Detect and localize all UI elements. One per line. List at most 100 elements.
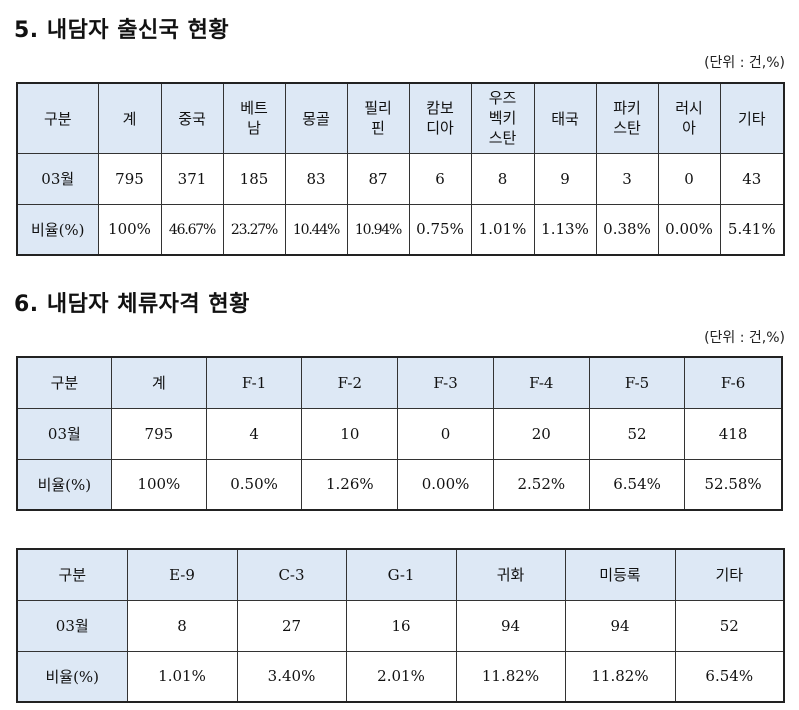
row-label-cell: 비율(%) xyxy=(16,203,99,256)
row-label-cell: 구분 xyxy=(16,356,112,409)
cell-text: 베트 xyxy=(240,99,268,118)
cell-text: 0.00% xyxy=(665,220,713,239)
cell-text: 미등록 xyxy=(599,566,641,585)
visa-status-table: 구분 계 F-1 F-2 F-3 F-4 F-5 F-6 03월 795 4 10 0 20 52 418 … xyxy=(16,356,783,511)
cell-text: 23.27% xyxy=(230,222,278,239)
table-cell: 20 xyxy=(492,407,590,460)
table-cell: C-3 xyxy=(236,548,347,601)
cell-text: 파키 xyxy=(613,99,641,118)
cell-text: 5.41% xyxy=(727,220,776,239)
table-cell: 16 xyxy=(345,599,457,652)
cell-text: 6.54% xyxy=(705,667,754,686)
cell-text: 10.44% xyxy=(292,222,340,239)
table-cell: 0.00% xyxy=(397,458,494,511)
table-cell: 0.00% xyxy=(657,203,721,256)
cell-text: 벡키 xyxy=(488,109,517,128)
cell-text: 구분 xyxy=(58,566,87,585)
table-cell: F-3 xyxy=(397,356,494,409)
table-cell: 0 xyxy=(657,152,721,205)
row-label-cell: 구분 xyxy=(16,82,99,154)
table-cell: 11.82% xyxy=(455,650,566,703)
cell-text: 필리 xyxy=(364,99,392,118)
table-cell: 10.44% xyxy=(284,203,348,256)
table-cell: G-1 xyxy=(345,548,457,601)
table-cell: 10.94% xyxy=(346,203,410,256)
cell-text: 핀 xyxy=(371,119,385,138)
cell-text: 9 xyxy=(560,169,570,188)
table-cell: 6 xyxy=(408,152,472,205)
cell-text: 1.01% xyxy=(158,667,206,686)
table-cell: F-5 xyxy=(588,356,686,409)
table-cell: E-9 xyxy=(126,548,238,601)
cell-text: 27 xyxy=(281,616,302,635)
unit-label: (단위 : 건,%) xyxy=(704,55,785,71)
cell-text: 03월 xyxy=(55,617,89,635)
table-cell: 러시 아 xyxy=(657,82,721,154)
cell-text: 52 xyxy=(719,616,739,635)
cell-text: 6.54% xyxy=(613,475,661,494)
cell-text: 0 xyxy=(684,169,694,188)
cell-text: G-1 xyxy=(387,565,415,584)
table-cell: 94 xyxy=(455,599,566,652)
table-cell: 5.41% xyxy=(719,203,785,256)
table-cell: 몽골 xyxy=(284,82,348,154)
table-cell: 100% xyxy=(97,203,162,256)
table-cell: F-4 xyxy=(492,356,590,409)
cell-text: 계 xyxy=(122,109,137,128)
cell-text: 2.52% xyxy=(517,475,566,494)
cell-text: 83 xyxy=(306,169,326,188)
cell-text: F-3 xyxy=(433,373,458,392)
row-label-cell: 구분 xyxy=(16,548,128,601)
table-cell: 1.01% xyxy=(126,650,238,703)
table-cell: 기타 xyxy=(674,548,785,601)
country-table: 구분 계 중국 베트 남 몽골 필리 핀 캄보 디아 우즈 벡키 스탄 태국 파키 스탄 러시 아 기타 03월 79… xyxy=(16,82,785,256)
table-row: 비율(%) 100% 46.67% 23.27% 10.44% 10.94% 0.75% 1.… xyxy=(16,203,785,256)
table-cell: F-6 xyxy=(684,356,783,409)
table-cell: 43 xyxy=(719,152,785,205)
table-cell: 795 xyxy=(110,407,207,460)
cell-text: 20 xyxy=(531,424,551,443)
cell-text: 100% xyxy=(137,475,181,494)
table-row: 03월 8 27 16 94 94 52 xyxy=(16,599,785,652)
table-cell: 0 xyxy=(397,407,494,460)
cell-text: 4 xyxy=(249,424,259,443)
table-row: 비율(%) 1.01% 3.40% 2.01% 11.82% 11.82% 6.54% xyxy=(16,650,785,703)
table-cell: 계 xyxy=(97,82,162,154)
cell-text: 371 xyxy=(177,169,207,188)
row-label-cell: 03월 xyxy=(16,407,112,460)
table-cell: 418 xyxy=(684,407,783,460)
table-cell: 8 xyxy=(470,152,535,205)
table-cell: 10 xyxy=(301,407,399,460)
cell-text: 3 xyxy=(622,169,632,188)
table-cell: 0.50% xyxy=(205,458,303,511)
cell-text: 몽골 xyxy=(302,109,330,128)
table-cell: 52 xyxy=(674,599,785,652)
table-cell: 371 xyxy=(160,152,224,205)
table-cell: 83 xyxy=(284,152,348,205)
cell-text: 10 xyxy=(340,424,360,443)
cell-text: F-5 xyxy=(624,373,650,392)
table-cell: 1.01% xyxy=(470,203,535,256)
table-cell: 2.52% xyxy=(492,458,590,511)
cell-text: 8 xyxy=(497,169,508,188)
cell-text: C-3 xyxy=(278,565,305,584)
table-cell: 3 xyxy=(595,152,659,205)
table-cell: 52 xyxy=(588,407,686,460)
row-label-cell: 03월 xyxy=(16,152,99,205)
cell-text: 0.38% xyxy=(603,220,651,239)
row-label-cell: 비율(%) xyxy=(16,650,128,703)
cell-text: 디아 xyxy=(426,119,454,138)
table-cell: 6.54% xyxy=(674,650,785,703)
table-cell: 100% xyxy=(110,458,207,511)
unit-label: (단위 : 건,%) xyxy=(704,330,785,346)
cell-text: 100% xyxy=(108,220,151,239)
table-cell: 기타 xyxy=(719,82,785,154)
cell-text: 11.82% xyxy=(591,667,649,686)
cell-text: 비율(%) xyxy=(45,667,100,686)
row-label-cell: 03월 xyxy=(16,599,128,652)
cell-text: 0.75% xyxy=(416,220,464,239)
table-cell: 1.13% xyxy=(533,203,597,256)
table-cell: 태국 xyxy=(533,82,597,154)
cell-text: 185 xyxy=(239,169,269,188)
cell-text: 11.82% xyxy=(481,667,540,686)
